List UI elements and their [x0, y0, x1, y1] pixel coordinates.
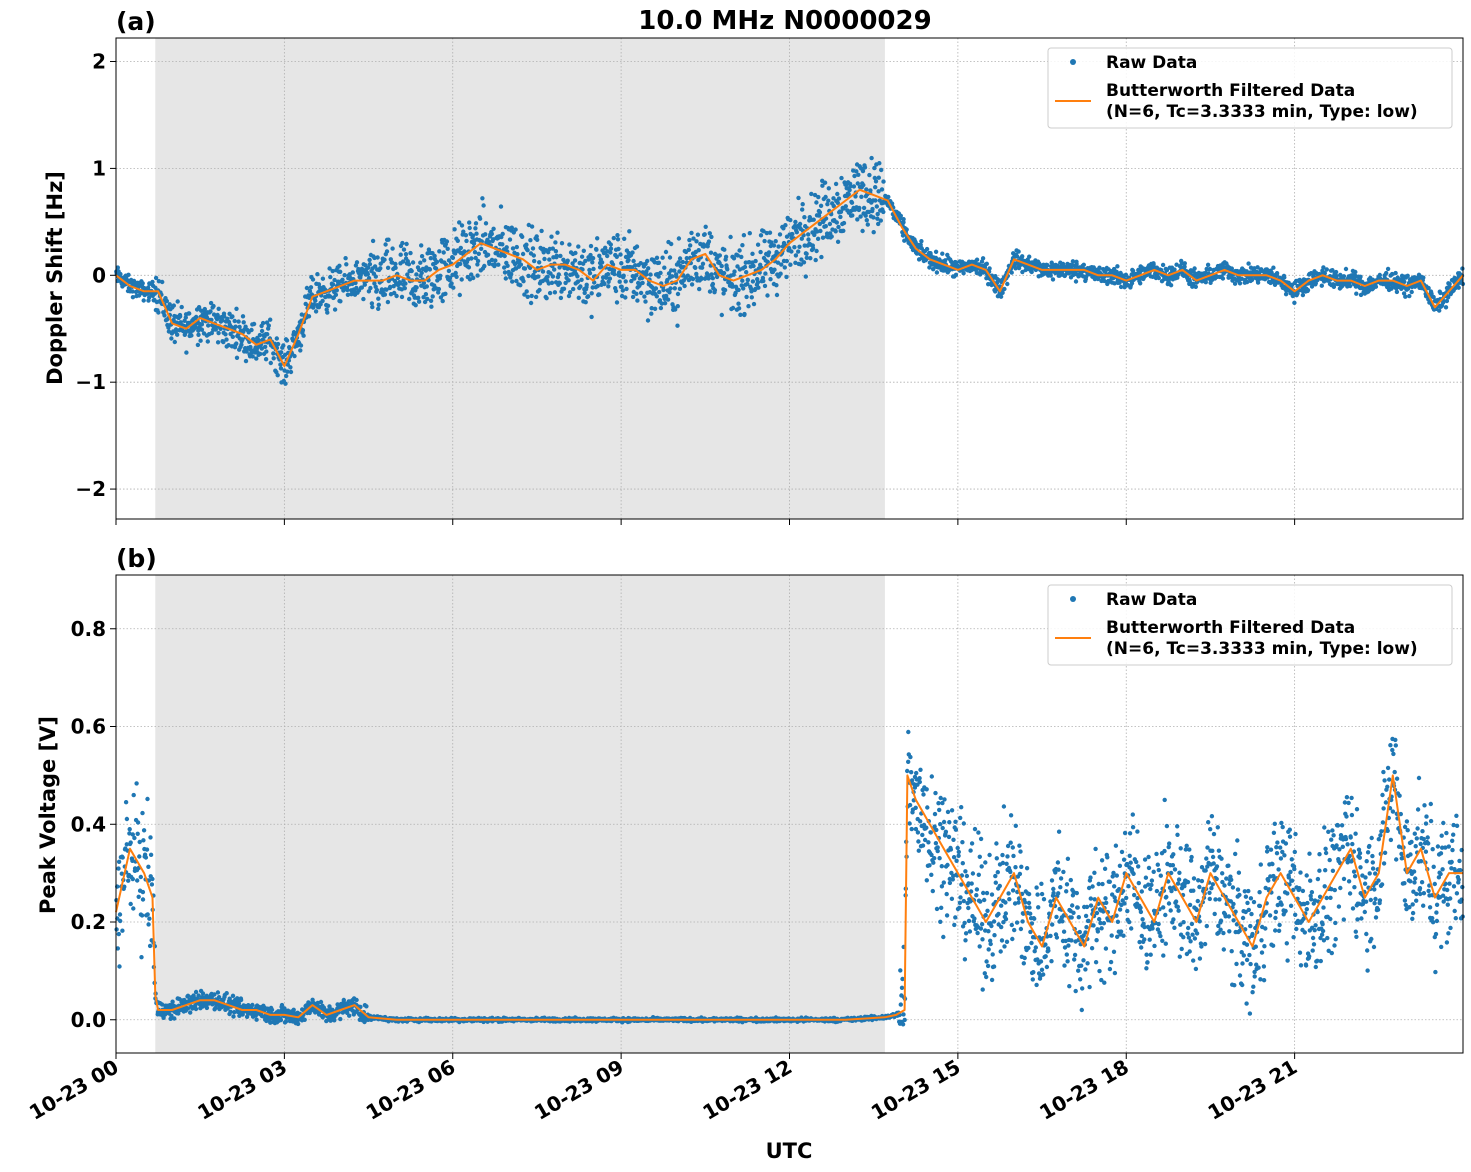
raw-data-scatter	[114, 155, 1466, 386]
y-tick-label: 0.0	[71, 1008, 106, 1032]
y-tick-label: 0.2	[71, 910, 106, 934]
y-tick-label: 0	[92, 263, 106, 287]
x-tick-label: 10-23 18	[1035, 1055, 1133, 1125]
y-tick-label: −2	[75, 477, 106, 501]
x-axis-label: UTC	[766, 1139, 813, 1163]
filtered-data-line	[115, 774, 1463, 1021]
x-tick-label: 10-23 09	[530, 1055, 628, 1125]
panel-b-ylabel: Peak Voltage [V]	[36, 716, 60, 914]
panel-a-legend: Raw Data Butterworth Filtered Data (N=6,…	[1047, 47, 1453, 129]
panel-b-legend: Raw Data Butterworth Filtered Data (N=6,…	[1047, 584, 1453, 666]
figure-title: 10.0 MHz N0000029	[638, 6, 931, 36]
filtered-data-line	[115, 188, 1464, 368]
legend-filtered-label-line1: Butterworth Filtered Data	[1106, 81, 1355, 101]
panel-b-label: (b)	[116, 544, 157, 573]
y-tick-label: 0.4	[71, 812, 106, 836]
legend-frame	[1047, 584, 1453, 666]
panel-b: (b) Peak Voltage [V] raw-data-points 0.0…	[36, 544, 1465, 1059]
raw-data-scatter	[114, 729, 1465, 1027]
x-tick-label: 10-23 12	[698, 1055, 796, 1125]
legend-raw-label: Raw Data	[1106, 590, 1197, 610]
x-tick-label: 10-23 06	[362, 1055, 460, 1125]
legend-filtered-label-line1: Butterworth Filtered Data	[1106, 618, 1355, 638]
y-tick-label: 0.8	[71, 617, 106, 641]
x-tick-label: 10-23 15	[867, 1055, 965, 1125]
legend-raw-marker	[1070, 59, 1076, 65]
legend-raw-marker	[1070, 596, 1076, 602]
panel-a-ylabel: Doppler Shift [Hz]	[43, 171, 67, 385]
panel-a-label: (a)	[116, 7, 156, 36]
legend-filtered-label-line2: (N=6, Tc=3.3333 min, Type: low)	[1106, 102, 1418, 122]
y-tick-label: 2	[92, 50, 106, 74]
y-tick-label: 0.6	[71, 715, 106, 739]
legend-frame	[1047, 47, 1453, 129]
y-tick-label: 1	[92, 156, 106, 180]
x-tick-label: 10-23 21	[1204, 1055, 1302, 1125]
x-tick-label: 10-23 03	[193, 1055, 291, 1125]
legend-raw-label: Raw Data	[1106, 53, 1197, 73]
panel-a: (a) Doppler Shift [Hz] raw-data-points −…	[43, 7, 1466, 525]
x-tick-label: 10-23 00	[25, 1055, 123, 1125]
y-tick-label: −1	[75, 370, 106, 394]
shaded-interval	[155, 575, 885, 1053]
legend-filtered-label-line2: (N=6, Tc=3.3333 min, Type: low)	[1106, 639, 1418, 659]
